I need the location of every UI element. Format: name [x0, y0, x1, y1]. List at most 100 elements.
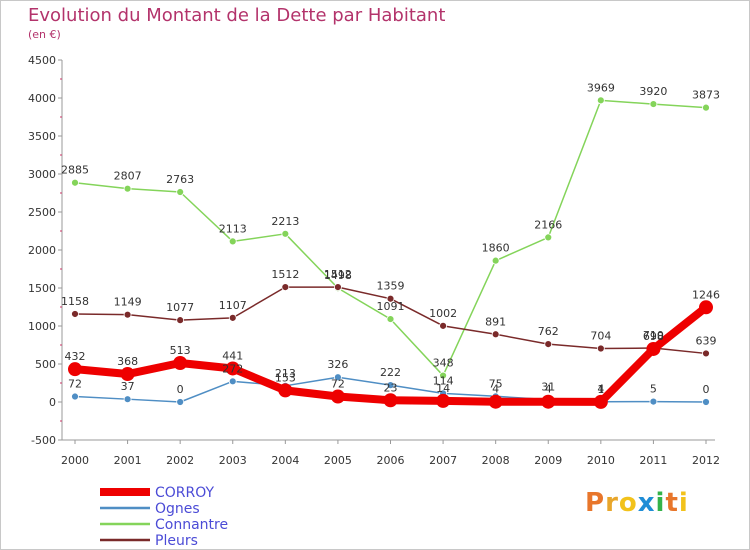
y-tick-label: 500	[35, 358, 56, 371]
data-label-connantre: 2807	[114, 170, 142, 183]
data-label-pleurs: 1107	[219, 299, 247, 312]
data-label-pleurs: 710	[643, 329, 664, 342]
data-point-pleurs	[491, 330, 500, 339]
x-tick-label: 2002	[166, 454, 194, 467]
data-point-corroy	[541, 394, 556, 409]
data-point-corroy	[383, 393, 398, 408]
data-label-corroy: 23	[384, 381, 398, 394]
data-point-connantre	[71, 178, 79, 187]
data-label-connantre: 2885	[61, 164, 89, 177]
data-point-connantre	[228, 237, 237, 246]
x-tick-label: 2009	[534, 454, 562, 467]
data-label-ognes: 75	[489, 377, 503, 390]
data-point-ognes	[334, 373, 342, 382]
data-label-ognes: 4	[597, 383, 604, 396]
proxiti-logo: Proxiti	[585, 488, 689, 518]
data-point-connantre	[123, 184, 132, 193]
logo-letter: i	[678, 488, 689, 518]
data-label-pleurs: 1002	[429, 307, 457, 320]
data-label-corroy: 513	[170, 344, 191, 357]
x-tick-label: 2010	[587, 454, 615, 467]
data-label-pleurs: 891	[485, 315, 506, 328]
x-tick-label: 2003	[219, 454, 247, 467]
logo-letter: o	[618, 488, 638, 518]
data-point-connantre	[649, 100, 658, 108]
data-point-pleurs	[596, 344, 605, 353]
data-label-pleurs: 1512	[324, 268, 352, 281]
y-tick-label: -500	[31, 434, 56, 447]
data-label-ognes: 272	[222, 362, 243, 375]
data-label-pleurs: 639	[696, 334, 717, 347]
data-point-corroy	[120, 367, 135, 382]
data-label-ognes: 114	[433, 374, 454, 387]
data-label-ognes: 0	[703, 383, 710, 396]
data-label-ognes: 72	[68, 378, 82, 391]
data-label-ognes: 213	[275, 367, 296, 380]
data-point-ognes	[176, 398, 185, 406]
data-label-corroy: 14	[436, 382, 450, 395]
data-point-connantre	[544, 233, 553, 242]
data-label-corroy: 698	[643, 330, 664, 343]
y-tick-label: 1000	[28, 320, 56, 333]
logo-letter: P	[585, 488, 606, 518]
data-point-connantre	[702, 103, 710, 112]
data-point-pleurs	[281, 283, 290, 291]
data-point-ognes	[228, 377, 237, 386]
data-point-pleurs	[176, 316, 185, 325]
data-point-pleurs	[439, 321, 447, 330]
data-point-connantre	[596, 96, 605, 105]
legend-label-corroy: CORROY	[155, 485, 215, 501]
data-label-pleurs: 1158	[61, 295, 89, 308]
data-point-corroy	[225, 361, 240, 376]
data-label-ognes: 31	[541, 381, 555, 394]
logo-letter: t	[665, 488, 679, 518]
data-label-pleurs: 1359	[377, 280, 405, 293]
data-point-corroy	[173, 356, 188, 371]
x-tick-label: 2005	[324, 454, 352, 467]
data-point-connantre	[176, 188, 185, 196]
y-tick-label: 0	[49, 396, 56, 409]
data-label-corroy: 72	[331, 378, 345, 391]
legend-label-ognes: Ognes	[155, 501, 200, 517]
data-point-corroy	[699, 300, 713, 315]
data-point-connantre	[281, 229, 290, 238]
x-tick-label: 2012	[692, 454, 720, 467]
data-label-pleurs: 1077	[166, 301, 194, 314]
data-label-corroy: 432	[65, 350, 86, 363]
data-point-connantre	[386, 315, 395, 323]
data-point-ognes	[649, 397, 658, 406]
data-point-ognes	[71, 392, 79, 401]
data-label-pleurs: 1149	[114, 296, 142, 309]
data-label-ognes: 37	[121, 380, 135, 393]
data-label-ognes: 222	[380, 366, 401, 379]
data-point-pleurs	[334, 283, 342, 291]
data-point-corroy	[488, 394, 503, 409]
data-point-ognes	[123, 395, 132, 404]
data-label-connantre: 3920	[639, 85, 667, 98]
data-point-pleurs	[228, 313, 237, 322]
data-label-corroy: 4	[545, 383, 552, 396]
data-label-pleurs: 762	[538, 325, 559, 338]
x-tick-label: 2008	[482, 454, 510, 467]
data-point-corroy	[68, 362, 82, 377]
y-tick-label: 3000	[28, 168, 56, 181]
data-point-ognes	[386, 381, 395, 390]
data-point-pleurs	[123, 310, 132, 319]
data-label-connantre: 2213	[271, 215, 299, 228]
legend-label-pleurs: Pleurs	[155, 533, 198, 549]
logo-letter: r	[605, 488, 619, 518]
data-point-corroy	[330, 389, 345, 404]
x-tick-label: 2000	[61, 454, 89, 467]
data-label-corroy: 368	[117, 355, 138, 368]
y-tick-label: 2500	[28, 206, 56, 219]
data-label-corroy: 1	[597, 383, 604, 396]
data-point-connantre	[491, 256, 500, 265]
data-label-corroy: 4	[492, 383, 499, 396]
data-label-ognes: 0	[177, 383, 184, 396]
data-point-pleurs	[71, 310, 79, 318]
data-point-pleurs	[386, 294, 395, 303]
x-tick-label: 2006	[377, 454, 405, 467]
y-tick-label: 1500	[28, 282, 56, 295]
